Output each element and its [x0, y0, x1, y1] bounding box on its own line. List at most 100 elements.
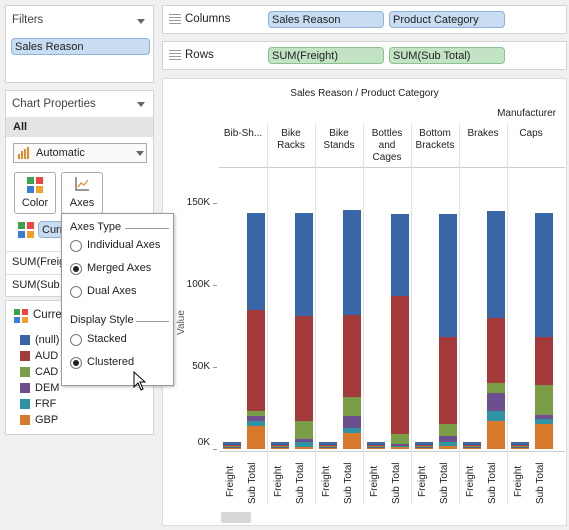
bar-segment-subtotal-AUD[interactable]: [391, 296, 409, 435]
bar-segment-subtotal-FRF[interactable]: [247, 421, 265, 427]
bar-segment-freight-GBP[interactable]: [223, 447, 241, 449]
columns-shelf[interactable]: Columns Sales Reason Product Category: [162, 5, 567, 34]
bar-segment-subtotal-FRF[interactable]: [487, 411, 505, 422]
bar-segment-subtotal-CAD[interactable]: [439, 424, 457, 436]
bar-segment-subtotal-CAD[interactable]: [343, 396, 361, 417]
bar-segment-freight-null[interactable]: [367, 442, 385, 445]
bar-segment-freight-GBP[interactable]: [271, 447, 289, 449]
bar-segment-freight-null[interactable]: [415, 442, 433, 445]
bar-segment-subtotal-null[interactable]: [343, 209, 361, 315]
tab-all[interactable]: All: [6, 117, 153, 137]
bar-segment-subtotal-AUD[interactable]: [343, 314, 361, 397]
bar-segment-freight-FRF[interactable]: [511, 447, 529, 448]
bar-segment-subtotal-DEM[interactable]: [439, 435, 457, 443]
axes-radio[interactable]: [70, 240, 82, 252]
bar-segment-freight-FRF[interactable]: [463, 447, 481, 448]
axes-radio[interactable]: [70, 263, 82, 275]
bar-segment-subtotal-GBP[interactable]: [535, 424, 553, 449]
bar-segment-subtotal-null[interactable]: [391, 214, 409, 297]
category-header[interactable]: Bike Racks: [277, 128, 305, 151]
axes-button[interactable]: Axes: [61, 172, 103, 214]
bar-segment-freight-CAD[interactable]: [463, 445, 481, 447]
bar-segment-subtotal-AUD[interactable]: [295, 316, 313, 422]
bar-segment-subtotal-null[interactable]: [295, 212, 313, 317]
bar-segment-freight-CAD[interactable]: [223, 445, 241, 447]
bar-segment-freight-AUD[interactable]: [367, 444, 385, 446]
bar-segment-freight-GBP[interactable]: [367, 447, 385, 449]
bar-segment-subtotal-GBP[interactable]: [295, 446, 313, 449]
category-header[interactable]: Brakes: [467, 128, 499, 139]
bar-segment-freight-CAD[interactable]: [415, 445, 433, 447]
bar-segment-freight-DEM[interactable]: [319, 446, 337, 448]
bar-segment-freight-AUD[interactable]: [223, 444, 241, 446]
category-header[interactable]: Bottles and Cages: [371, 128, 403, 163]
bar-segment-freight-null[interactable]: [463, 442, 481, 445]
bar-segment-freight-FRF[interactable]: [271, 447, 289, 448]
bar-segment-subtotal-null[interactable]: [535, 212, 553, 338]
bar-segment-freight-DEM[interactable]: [463, 446, 481, 448]
bar-segment-freight-FRF[interactable]: [415, 447, 433, 448]
category-header[interactable]: Bottom Brackets: [415, 128, 455, 151]
row-pill-subtotal[interactable]: SUM(Sub Total): [389, 47, 505, 64]
bar-segment-freight-AUD[interactable]: [319, 444, 337, 446]
category-header[interactable]: Bike Stands: [323, 128, 355, 151]
chart-properties-menu-icon[interactable]: [137, 102, 145, 107]
bar-segment-subtotal-null[interactable]: [487, 211, 505, 318]
rows-shelf[interactable]: Rows SUM(Freight) SUM(Sub Total): [162, 41, 567, 70]
bar-segment-freight-CAD[interactable]: [367, 445, 385, 447]
bar-segment-subtotal-CAD[interactable]: [535, 385, 553, 415]
row-pill-freight[interactable]: SUM(Freight): [268, 47, 384, 64]
bar-segment-subtotal-DEM[interactable]: [391, 444, 409, 446]
bar-segment-freight-DEM[interactable]: [511, 446, 529, 448]
bar-segment-subtotal-DEM[interactable]: [487, 393, 505, 412]
bar-segment-freight-FRF[interactable]: [223, 447, 241, 448]
category-header[interactable]: Caps: [519, 128, 543, 139]
bar-segment-freight-AUD[interactable]: [463, 444, 481, 446]
bar-segment-freight-CAD[interactable]: [271, 445, 289, 447]
bar-segment-subtotal-null[interactable]: [439, 214, 457, 338]
bar-segment-subtotal-AUD[interactable]: [535, 337, 553, 386]
bar-segment-subtotal-AUD[interactable]: [247, 309, 265, 412]
bar-segment-subtotal-CAD[interactable]: [247, 411, 265, 417]
bar-segment-subtotal-DEM[interactable]: [343, 416, 361, 428]
bar-segment-subtotal-CAD[interactable]: [487, 383, 505, 394]
bar-segment-subtotal-DEM[interactable]: [535, 414, 553, 420]
column-pill-sales-reason[interactable]: Sales Reason: [268, 11, 384, 28]
bar-segment-freight-DEM[interactable]: [223, 446, 241, 448]
color-button[interactable]: Color: [14, 172, 56, 214]
display-radio[interactable]: [70, 334, 82, 346]
bar-segment-freight-AUD[interactable]: [511, 444, 529, 446]
bar-segment-freight-GBP[interactable]: [319, 447, 337, 449]
bar-segment-freight-AUD[interactable]: [271, 444, 289, 446]
bar-segment-freight-CAD[interactable]: [511, 445, 529, 447]
axes-radio[interactable]: [70, 286, 82, 298]
bar-segment-freight-CAD[interactable]: [319, 445, 337, 447]
axes-option-label[interactable]: Merged Axes: [87, 262, 152, 274]
bar-segment-subtotal-DEM[interactable]: [295, 439, 313, 443]
bar-segment-freight-GBP[interactable]: [463, 447, 481, 449]
axes-option-label[interactable]: Individual Axes: [87, 239, 161, 251]
bar-segment-freight-null[interactable]: [511, 442, 529, 445]
bar-segment-freight-AUD[interactable]: [415, 444, 433, 446]
bar-segment-freight-DEM[interactable]: [415, 446, 433, 448]
display-option-label[interactable]: Clustered: [87, 356, 135, 368]
category-header[interactable]: Bib-Sh...: [223, 128, 263, 139]
bar-segment-subtotal-GBP[interactable]: [247, 426, 265, 449]
display-radio[interactable]: [70, 357, 82, 369]
bar-segment-subtotal-FRF[interactable]: [295, 442, 313, 447]
bar-segment-subtotal-DEM[interactable]: [247, 416, 265, 422]
bar-segment-subtotal-AUD[interactable]: [439, 337, 457, 425]
filter-pill-sales-reason[interactable]: Sales Reason: [11, 38, 150, 55]
bar-segment-subtotal-FRF[interactable]: [535, 419, 553, 425]
bar-segment-subtotal-GBP[interactable]: [487, 421, 505, 449]
bar-segment-subtotal-AUD[interactable]: [487, 317, 505, 384]
bar-segment-freight-DEM[interactable]: [367, 446, 385, 448]
scrollbar-thumb[interactable]: [221, 512, 251, 523]
column-pill-product-category[interactable]: Product Category: [389, 11, 505, 28]
bar-segment-freight-DEM[interactable]: [271, 446, 289, 448]
bar-segment-freight-null[interactable]: [271, 442, 289, 445]
bar-segment-freight-FRF[interactable]: [319, 447, 337, 448]
bar-segment-freight-GBP[interactable]: [415, 447, 433, 449]
bar-segment-freight-FRF[interactable]: [367, 447, 385, 448]
mark-type-select[interactable]: Automatic: [13, 143, 147, 163]
